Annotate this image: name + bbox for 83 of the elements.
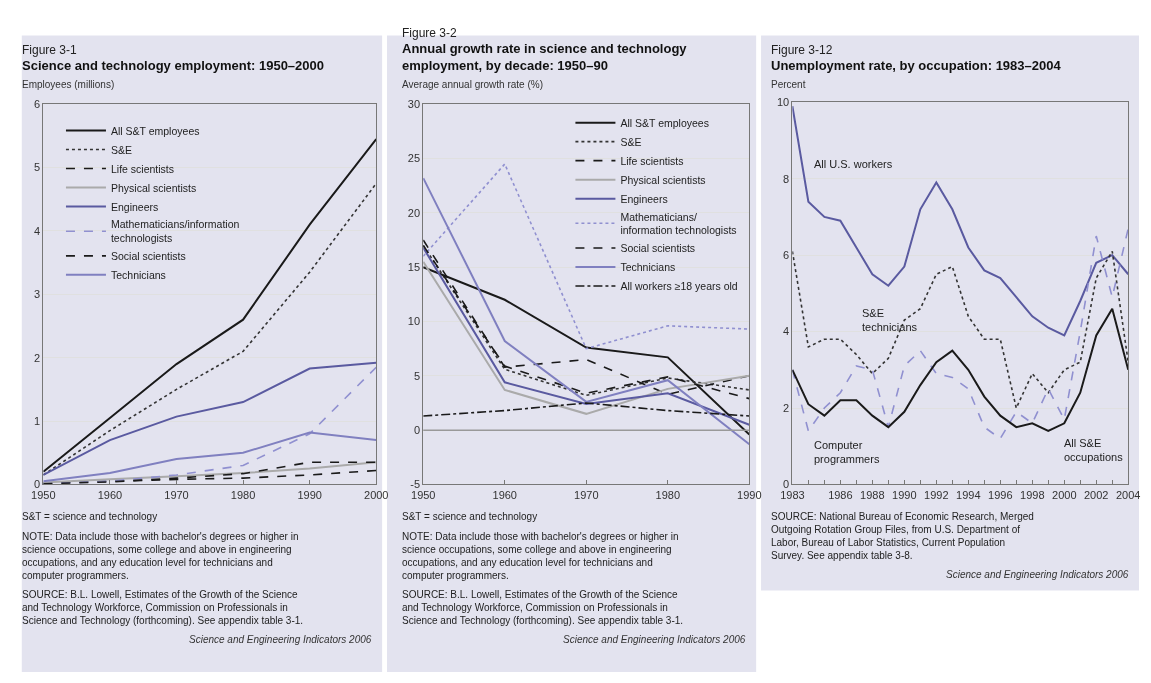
y-tick-label: 6 xyxy=(34,98,41,111)
y-axis-title: Percent xyxy=(771,79,806,90)
y-tick-label: 0 xyxy=(34,478,41,491)
x-tick-label: 1960 xyxy=(492,488,517,501)
legend-label: Physical scientists xyxy=(620,173,706,186)
series-label: Computer programmers xyxy=(814,439,880,466)
text: NOTE: Data include those with bachelor's degrees or higher in science occupations, some college and above in engineering occupations, and any education level for technicians and computer programmers. xyxy=(22,531,299,581)
text: S&T = science and technology xyxy=(22,511,158,522)
legend-label: Mathematicians/ information technologists xyxy=(620,210,737,237)
legend-label: Social scientists xyxy=(110,249,186,262)
legend-label: All S&T employees xyxy=(110,124,200,137)
series-label: All U.S. workers xyxy=(814,158,893,170)
x-tick-label: 1990 xyxy=(737,488,762,501)
x-tick-label: 2002 xyxy=(1084,488,1109,501)
source-note: SOURCE: B.L. Lowell, Estimates of the Growth of the Science and Technology Workforce, Commission on Professionals in Science and Technology (forthcoming). See appendix table 3-1. xyxy=(22,589,304,626)
legend-label: Engineers xyxy=(110,200,159,213)
text: Science and Engineering Indicators 2006 xyxy=(189,634,372,645)
y-tick-label: 6 xyxy=(783,249,790,261)
legend-label: All workers ≥18 years old xyxy=(620,280,738,293)
x-tick-label: 1970 xyxy=(574,488,599,501)
x-tick-label: 2000 xyxy=(364,488,389,501)
y-axis-title: Average annual growth rate (%) xyxy=(402,79,544,90)
x-tick-label: 2004 xyxy=(1115,488,1141,501)
legend-label: S&E xyxy=(620,135,642,148)
legend-label: Technicians xyxy=(110,268,166,281)
source-note: SOURCE: National Bureau of Economic Research, Merged Outgoing Rotation Group Files, from U.S. Department of Labor, Bureau of Labor Statistics, Current Population Survey. See appendix table 3-8. xyxy=(771,511,1034,561)
y-tick-label: 8 xyxy=(783,172,790,185)
legend-label: All S&T employees xyxy=(620,116,709,129)
x-tick-label: 1980 xyxy=(655,488,681,501)
x-tick-label: 1996 xyxy=(988,488,1013,501)
chart-subtitle: Figure 3-12 xyxy=(771,43,833,57)
x-tick-label: 1990 xyxy=(297,488,322,501)
y-tick-label: 4 xyxy=(783,325,790,338)
text: NOTE: Data include those with bachelor's degrees or higher in science occupations, some college and above in engineering occupations, and any education level for technicians and computer programmers. xyxy=(402,531,679,581)
chart-title: Science and technology employment: 1950–2000 xyxy=(22,58,325,73)
x-tick-label: 1970 xyxy=(164,488,189,501)
chart-title: Unemployment rate, by occupation: 1983–2004 xyxy=(771,58,1062,73)
y-tick-label: 5 xyxy=(413,369,421,382)
x-tick-label: 1994 xyxy=(956,488,981,501)
y-tick-label: 5 xyxy=(34,161,41,174)
y-tick-label: 0 xyxy=(783,478,790,491)
legend-label: Life scientists xyxy=(620,154,684,167)
y-tick-label: 10 xyxy=(776,96,790,109)
y-tick-label: 2 xyxy=(783,401,790,414)
y-tick-label: 20 xyxy=(407,206,421,219)
chart-title: Annual growth rate in science and technology employment, by decade: 1950–90 xyxy=(402,41,688,73)
x-tick-label: 1998 xyxy=(1020,488,1045,501)
y-axis-title: Employees (millions) xyxy=(22,79,115,90)
x-tick-label: 1988 xyxy=(860,488,885,501)
text: S&T = science and technology xyxy=(402,511,538,522)
y-tick-label: 1 xyxy=(34,414,41,427)
x-tick-label: 1950 xyxy=(31,488,56,501)
x-tick-label: 1980 xyxy=(230,488,256,501)
legend-label: S&E xyxy=(110,143,132,156)
x-tick-label: 1960 xyxy=(97,488,123,501)
text: Science and Engineering Indicators 2006 xyxy=(563,634,746,645)
x-tick-label: 1950 xyxy=(411,488,436,501)
legend-label: Physical scientists xyxy=(110,181,197,194)
source-note: SOURCE: B.L. Lowell, Estimates of the Growth of the Science and Technology Workforce, Commission on Professionals in Science and Technology (forthcoming). See appendix table 3-1. xyxy=(402,589,684,626)
x-tick-label: 1992 xyxy=(924,488,949,501)
legend-label: Life scientists xyxy=(110,162,174,175)
chart-subtitle: Figure 3-1 xyxy=(22,43,78,57)
legend-label: Social scientists xyxy=(620,242,696,255)
x-tick-label: 2000 xyxy=(1052,488,1077,501)
chart-subtitle: Figure 3-2 xyxy=(402,26,458,40)
x-tick-label: 1990 xyxy=(892,488,917,501)
y-tick-label: 2 xyxy=(34,351,41,364)
y-tick-label: 25 xyxy=(407,152,421,165)
y-tick-label: 3 xyxy=(34,288,41,301)
y-tick-label: 0 xyxy=(413,423,421,436)
legend-label: Technicians xyxy=(620,261,676,274)
y-tick-label: -5 xyxy=(410,478,421,491)
y-tick-label: 30 xyxy=(407,98,421,111)
series-label: All S&E occupations xyxy=(1064,437,1124,464)
x-tick-label: 1986 xyxy=(828,488,853,501)
y-tick-label: 10 xyxy=(407,315,421,328)
y-tick-label: 4 xyxy=(34,224,41,237)
text: Science and Engineering Indicators 2006 xyxy=(946,569,1129,580)
y-tick-label: 15 xyxy=(407,261,421,274)
series-label: S&E technicians xyxy=(862,307,918,334)
legend-label: Mathematicians/information technologists xyxy=(110,218,240,245)
x-tick-label: 1983 xyxy=(780,488,805,501)
legend-label: Engineers xyxy=(620,192,668,205)
